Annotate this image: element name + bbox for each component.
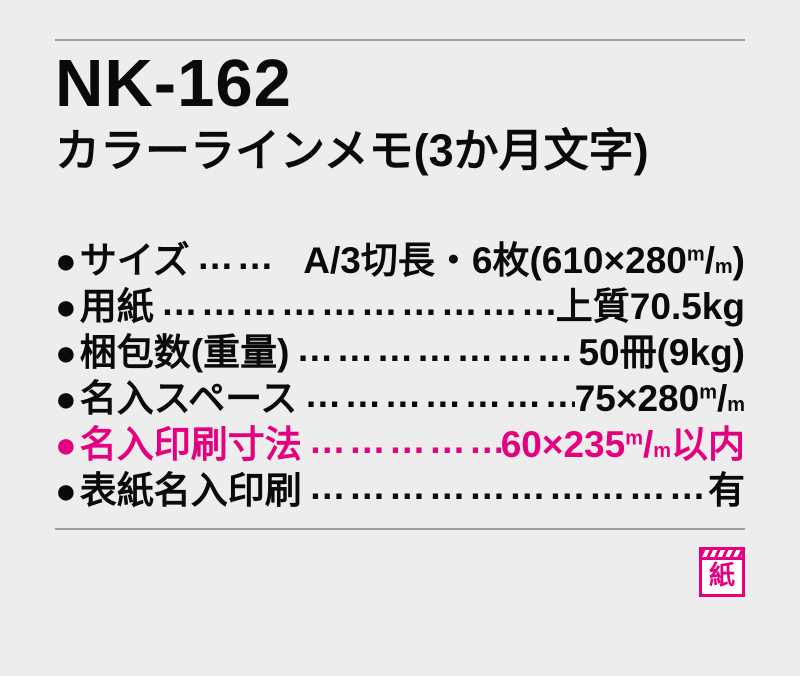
dot-leader: …………………………… [308, 467, 708, 507]
spec-value: 上質70.5kg [555, 285, 745, 327]
bullet-icon: ● [55, 239, 77, 281]
spec-row-name-space: ● 名入スペース ……………………… 75×280m/m [55, 376, 745, 422]
dot-leader: …………………………… [160, 283, 556, 323]
spec-value: 75×280m/m [574, 377, 745, 419]
bullet-icon: ● [55, 469, 77, 511]
mm-unit: m [686, 243, 705, 266]
spec-value: A/3切長・6枚(610×280m/m) [303, 239, 745, 281]
paper-icon-stripes [702, 549, 742, 560]
bullet-icon: ● [55, 331, 77, 373]
bottom-divider [55, 527, 745, 530]
spec-value: 有 [708, 469, 745, 511]
bullet-icon: ● [55, 377, 77, 419]
product-name: カラーラインメモ(3か月文字) [55, 125, 649, 176]
spec-label: 名入印刷寸法 [79, 423, 302, 465]
bullet-icon: ● [55, 285, 77, 327]
spec-label: 名入スペース [79, 377, 298, 419]
paper-icon-label: 紙 [708, 559, 735, 590]
spec-list: ● サイズ …… A/3切長・6枚(610×280m/m) ● 用紙 ……………… [55, 238, 745, 514]
dot-leader: ……………………… [296, 329, 578, 369]
spec-row-cover-print: ● 表紙名入印刷 …………………………… 有 [55, 468, 745, 514]
top-divider [55, 39, 745, 41]
dot-leader: ……………………… [304, 375, 574, 415]
dot-leader: …………… [308, 421, 501, 461]
spec-value: 50冊(9kg) [578, 331, 745, 373]
spec-row-size: ● サイズ …… A/3切長・6枚(610×280m/m) [55, 238, 745, 284]
spec-row-paper: ● 用紙 …………………………… 上質70.5kg [55, 284, 745, 330]
bullet-icon: ● [55, 423, 77, 465]
dot-leader: …… [196, 237, 277, 277]
spec-row-packing: ● 梱包数(重量) ……………………… 50冊(9kg) [55, 330, 745, 376]
product-code: NK-162 [55, 46, 292, 121]
spec-row-name-print-size: ● 名入印刷寸法 …………… 60×235m/m以内 [55, 422, 745, 468]
spec-value: 60×235m/m以内 [500, 423, 745, 465]
mm-unit: m [699, 381, 717, 404]
spec-label: 梱包数(重量) [79, 331, 290, 373]
paper-icon: 紙 [699, 546, 745, 597]
mm-unit: m [625, 427, 643, 450]
spec-sheet: NK-162 カラーラインメモ(3か月文字) ● サイズ …… A/3切長・6枚… [0, 39, 800, 597]
spec-label: サイズ [79, 239, 190, 281]
spec-label: 用紙 [79, 285, 154, 327]
spec-label: 表紙名入印刷 [79, 469, 302, 511]
